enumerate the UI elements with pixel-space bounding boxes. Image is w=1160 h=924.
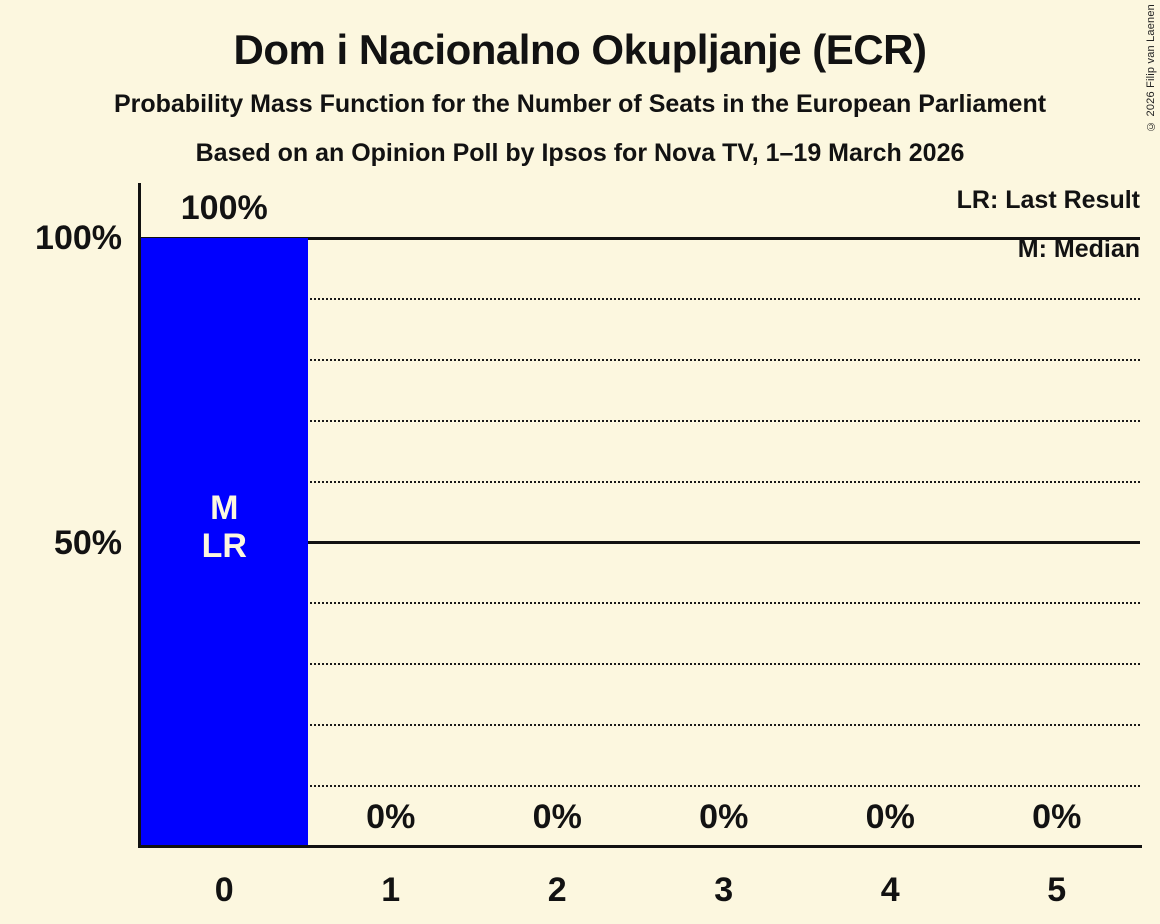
gridline-dotted-30 (141, 663, 1140, 666)
bar-value-label-4: 0% (865, 798, 915, 836)
chart-poll-source: Based on an Opinion Poll by Ipsos for No… (195, 139, 965, 167)
gridline-dotted-20 (141, 724, 1140, 727)
x-tick-label-0: 0 (214, 871, 234, 909)
x-tick-label-5: 5 (1047, 871, 1067, 909)
gridline-solid-50 (141, 541, 1140, 544)
bar-marker-annotation-0: M LR (141, 489, 308, 565)
x-tick-label-2: 2 (547, 871, 567, 909)
bar-value-label-3: 0% (699, 798, 749, 836)
chart-subtitle: Probability Mass Function for the Number… (113, 90, 1047, 118)
bar-seats-0 (141, 238, 308, 846)
x-tick-label-4: 4 (880, 871, 900, 909)
gridline-dotted-60 (141, 480, 1140, 483)
chart-title: Dom i Nacionalno Okupljanje (ECR) (233, 26, 927, 73)
gridline-dotted-40 (141, 602, 1140, 605)
x-tick-label-3: 3 (714, 871, 734, 909)
gridline-solid-100 (141, 236, 1140, 240)
bar-value-label-5: 0% (1032, 798, 1082, 836)
median-marker: M (210, 489, 239, 528)
x-tick-label-1: 1 (381, 871, 401, 909)
legend-last-result: LR: Last Result (956, 186, 1140, 214)
gridline-dotted-80 (141, 358, 1140, 361)
y-tick-label-50: 50% (53, 523, 122, 562)
y-axis (138, 183, 141, 848)
last-result-marker: LR (201, 527, 247, 566)
x-axis (138, 845, 1142, 848)
bar-value-label-1: 0% (366, 798, 416, 836)
legend-median: M: Median (1017, 235, 1140, 263)
gridline-dotted-70 (141, 419, 1140, 422)
gridline-dotted-10 (141, 785, 1140, 788)
bar-value-label-0: 100% (180, 189, 268, 227)
bar-value-label-2: 0% (532, 798, 582, 836)
y-tick-label-100: 100% (35, 219, 122, 257)
gridline-dotted-90 (141, 297, 1140, 300)
